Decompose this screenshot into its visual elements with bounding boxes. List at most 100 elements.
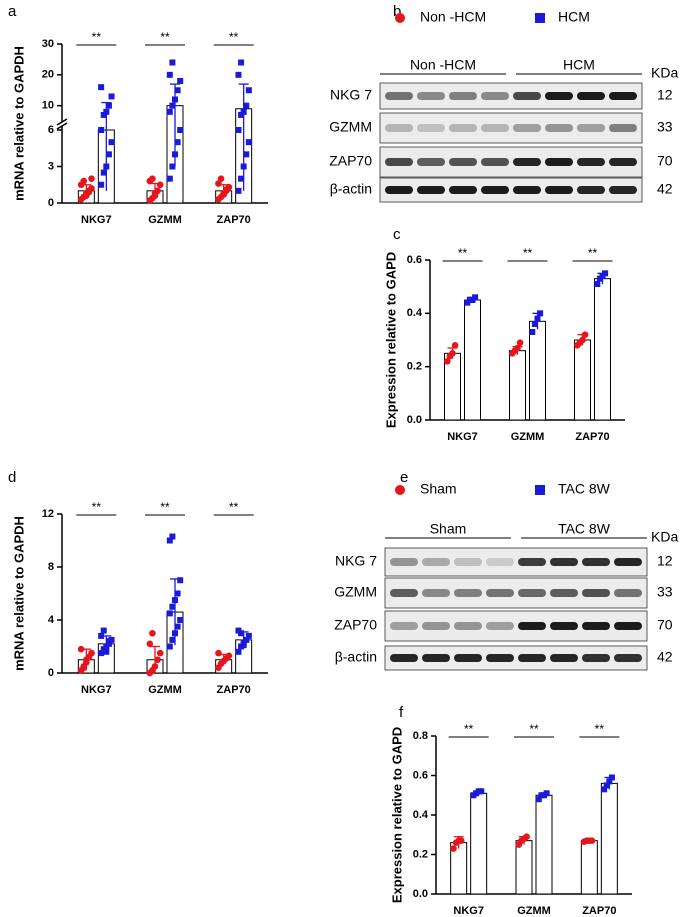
blot-band: [385, 186, 413, 194]
y-axis-title: Expression relative to GAPD: [389, 727, 404, 903]
data-point: [100, 111, 107, 118]
data-point: [225, 652, 233, 660]
blot-band: [582, 558, 610, 566]
blot-band: [545, 92, 573, 100]
blot-band: [390, 654, 418, 662]
data-point: [457, 837, 465, 844]
data-point: [174, 87, 181, 94]
data-point: [166, 643, 173, 650]
data-point: [169, 59, 176, 66]
group-label: Sham: [430, 521, 467, 537]
data-point: [169, 636, 176, 643]
y-tick-label: 0.0: [407, 414, 422, 426]
data-point: [98, 127, 105, 133]
data-point: [177, 617, 184, 623]
bar: [580, 840, 598, 895]
data-point: [166, 175, 173, 182]
bar: [594, 278, 611, 421]
blot-band: [582, 622, 610, 630]
blot-band: [481, 186, 509, 194]
significance-label: **: [229, 500, 239, 514]
data-point: [235, 648, 242, 655]
data-point: [146, 640, 154, 648]
data-point: [243, 636, 250, 643]
kda-label: 70: [657, 617, 673, 633]
x-tick-label: GZMM: [517, 905, 551, 917]
y-axis-title: Expression relative to GAPD: [383, 252, 398, 428]
x-tick-label: GZMM: [148, 214, 182, 226]
data-point: [169, 163, 176, 170]
blot-band: [481, 124, 509, 132]
data-point: [166, 108, 173, 115]
blot-band: [518, 558, 546, 566]
y-tick-label: 0.2: [407, 361, 422, 373]
data-point: [149, 629, 156, 637]
panel-label: d: [8, 469, 16, 486]
data-point: [88, 175, 95, 182]
blot-band: [614, 558, 642, 566]
data-point: [98, 632, 105, 639]
panel-label: b: [393, 3, 401, 20]
data-point: [174, 139, 181, 146]
data-point: [245, 87, 252, 94]
legend-marker: [535, 13, 545, 23]
y-axis-title: mRNA relative to GAPDH: [11, 516, 26, 671]
blot-band: [518, 589, 546, 597]
data-point: [243, 151, 250, 158]
data-point: [177, 78, 184, 84]
blot-band: [577, 186, 605, 194]
bar: [515, 840, 533, 895]
data-point: [80, 664, 88, 671]
blot-band: [481, 92, 509, 100]
data-point: [529, 329, 536, 335]
y-tick-label: 0: [48, 197, 54, 209]
data-point: [156, 649, 164, 657]
data-point: [238, 59, 245, 66]
data-point: [108, 139, 115, 146]
group-label: TAC 8W: [558, 521, 611, 537]
x-tick-label: NKG7: [81, 684, 112, 696]
panel-label: e: [400, 469, 408, 486]
data-point: [98, 84, 105, 91]
data-point: [235, 187, 242, 194]
blot-band: [577, 124, 605, 132]
blot-band: [614, 622, 642, 630]
x-tick-label: ZAP70: [575, 431, 609, 443]
data-point: [238, 175, 245, 182]
blot-band: [577, 158, 605, 166]
y-tick-label: 0.2: [413, 848, 428, 860]
y-tick-label: 20: [42, 69, 54, 81]
blot-band: [422, 622, 450, 630]
bar: [574, 339, 591, 421]
data-point: [169, 603, 176, 610]
data-point: [177, 127, 184, 133]
legend-marker: [395, 13, 405, 23]
row-label: GZMM: [329, 119, 372, 135]
data-point: [588, 837, 596, 844]
significance-label: **: [464, 722, 474, 736]
blot-band: [609, 124, 637, 132]
blot-band: [385, 92, 413, 100]
blot-band: [550, 558, 578, 566]
x-tick-label: NKG7: [447, 431, 478, 443]
data-point: [215, 649, 222, 657]
legend-label: Sham: [420, 481, 457, 497]
x-tick-label: ZAP70: [582, 905, 616, 917]
data-point: [444, 358, 451, 365]
blot-band: [486, 654, 514, 662]
bar: [470, 792, 488, 895]
blot-band: [486, 558, 514, 566]
blot-band: [449, 186, 477, 194]
blot-band: [454, 558, 482, 566]
data-point: [169, 102, 176, 109]
unit-label: KDa: [651, 529, 678, 545]
blot-band: [518, 622, 546, 630]
data-point: [177, 577, 184, 584]
blot-band: [449, 92, 477, 100]
blot-band: [417, 92, 445, 100]
x-tick-label: NKG7: [453, 905, 484, 917]
y-tick-label: 8: [48, 561, 54, 573]
data-point: [451, 342, 459, 349]
row-label: β-actin: [335, 649, 377, 665]
blot-band: [417, 124, 445, 132]
